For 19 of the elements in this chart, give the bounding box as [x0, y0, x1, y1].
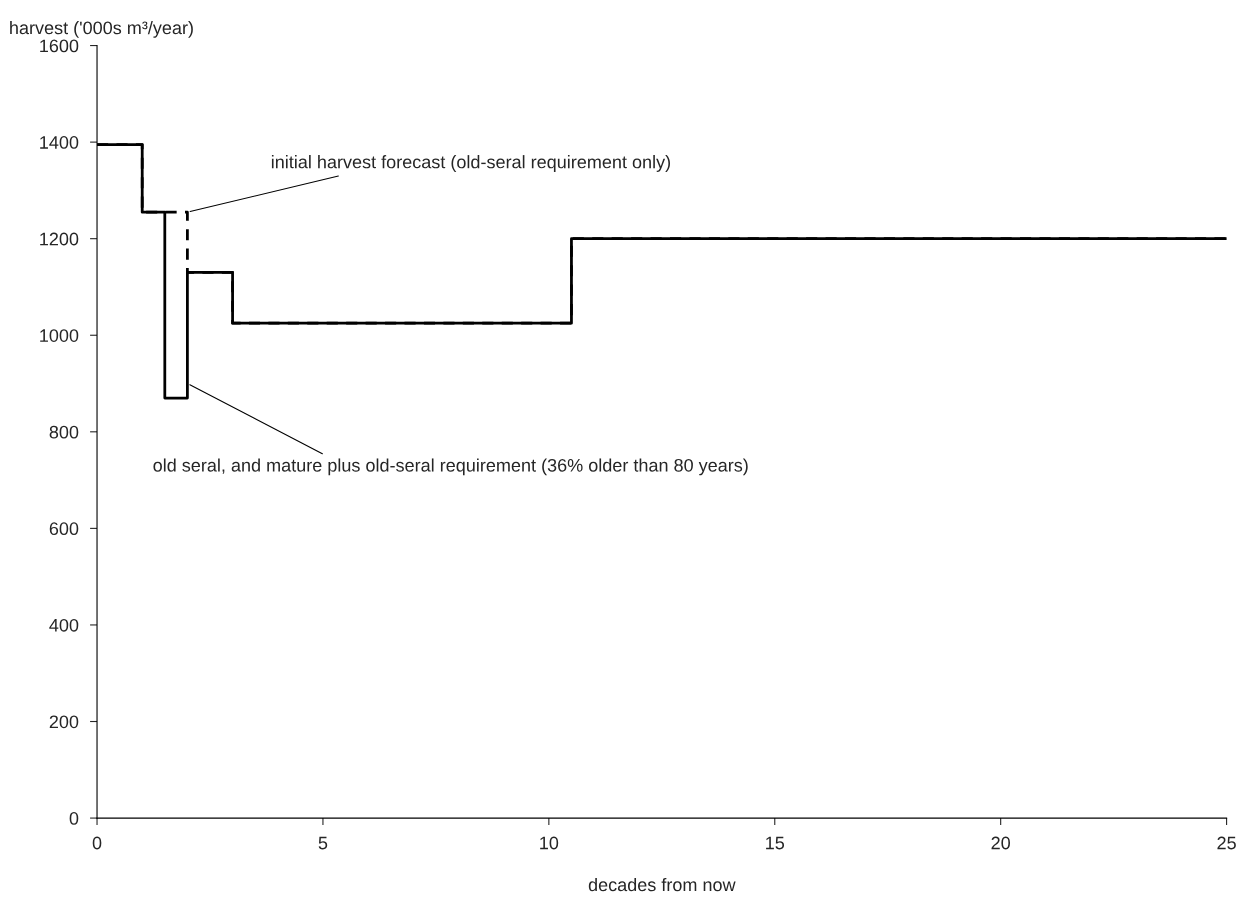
y-tick-label: 1600 — [40, 39, 79, 53]
y-tick-label: 200 — [49, 715, 79, 729]
y-tick-label: 1200 — [40, 232, 79, 246]
y-tick-label: 400 — [49, 618, 79, 632]
y-tick-label: 0 — [69, 812, 79, 825]
x-tick-label: 20 — [991, 836, 1011, 850]
x-tick-label: 0 — [92, 836, 102, 850]
y-tick-label: 600 — [49, 522, 79, 536]
x-axis-title: decades from now — [588, 877, 736, 892]
x-tick-label: 15 — [766, 836, 785, 850]
annotation: old seral, and mature plus old-seral requirement (36% older than 80 years) — [153, 458, 748, 476]
x-tick-label: 5 — [318, 836, 328, 850]
y-axis-title: harvest ('000s m³/year) — [10, 20, 193, 38]
y-tick-label: 1400 — [40, 136, 79, 149]
x-tick-label: 25 — [1217, 836, 1236, 850]
y-tick-label: 1000 — [40, 329, 79, 342]
y-tick-label: 800 — [49, 425, 79, 439]
x-tick-label: 10 — [540, 836, 559, 850]
annotation: initial harvest forecast (old-seral requirement only) — [271, 155, 670, 172]
